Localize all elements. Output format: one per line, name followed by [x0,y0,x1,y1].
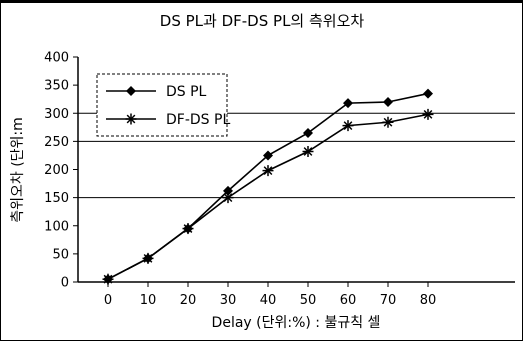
y-tick-label-400: 400 [44,51,69,66]
legend-label-df-ds-pl: DF-DS PL [166,112,230,128]
y-tick-label-50: 50 [52,247,69,262]
x-tick-label-20: 20 [180,293,197,308]
y-axis-title: 측위오차 (단위:m [10,117,26,223]
point-df-ds-pl-80 [422,108,434,120]
x-axis-ticks: 0 10 20 30 40 50 60 70 80 [104,282,436,308]
point-ds-pl-70 [383,97,393,107]
legend-box [96,73,228,137]
point-ds-pl-40 [263,150,273,161]
point-df-ds-pl-60 [342,120,354,132]
point-df-ds-pl-50 [302,146,314,157]
legend-label-ds-pl: DS PL [166,84,207,100]
point-df-ds-pl-10 [142,252,154,264]
x-tick-label-30: 30 [220,293,237,308]
point-df-ds-pl-0 [102,273,114,285]
x-tick-label-10: 10 [140,293,157,308]
point-df-ds-pl-20 [182,223,194,235]
x-tick-label-0: 0 [104,293,112,308]
point-df-ds-pl-70 [382,116,394,128]
y-tick-label-0: 0 [61,276,69,291]
x-axis-title: Delay (단위:%) : 불규칙 셀 [212,315,381,331]
y-tick-label-250: 250 [44,135,69,150]
point-ds-pl-60 [343,98,353,109]
y-tick-label-150: 150 [44,191,69,206]
x-tick-label-40: 40 [260,293,277,308]
point-df-ds-pl-30 [222,192,234,204]
series-group [102,88,434,285]
y-tick-label-300: 300 [44,107,69,122]
y-tick-label-100: 100 [44,219,69,234]
point-ds-pl-30 [223,185,233,196]
legend-marker-ds-pl [126,86,136,96]
legend-marker-df-ds-pl [125,113,137,125]
point-ds-pl-80 [423,88,433,99]
x-tick-label-60: 60 [340,293,357,308]
x-tick-label-80: 80 [420,293,437,308]
legend: DS PL DF-DS PL [96,73,230,137]
point-ds-pl-50 [303,127,313,138]
y-axis-ticks: 0 50 100 150 200 250 300 350 400 [44,51,78,291]
chart-title: DS PL과 DF-DS PL의 측위오차 [160,12,365,30]
y-tick-label-200: 200 [44,163,69,178]
point-df-ds-pl-40 [262,165,274,177]
x-tick-label-70: 70 [380,293,397,308]
x-tick-label-50: 50 [300,293,317,308]
y-tick-label-350: 350 [44,79,69,94]
